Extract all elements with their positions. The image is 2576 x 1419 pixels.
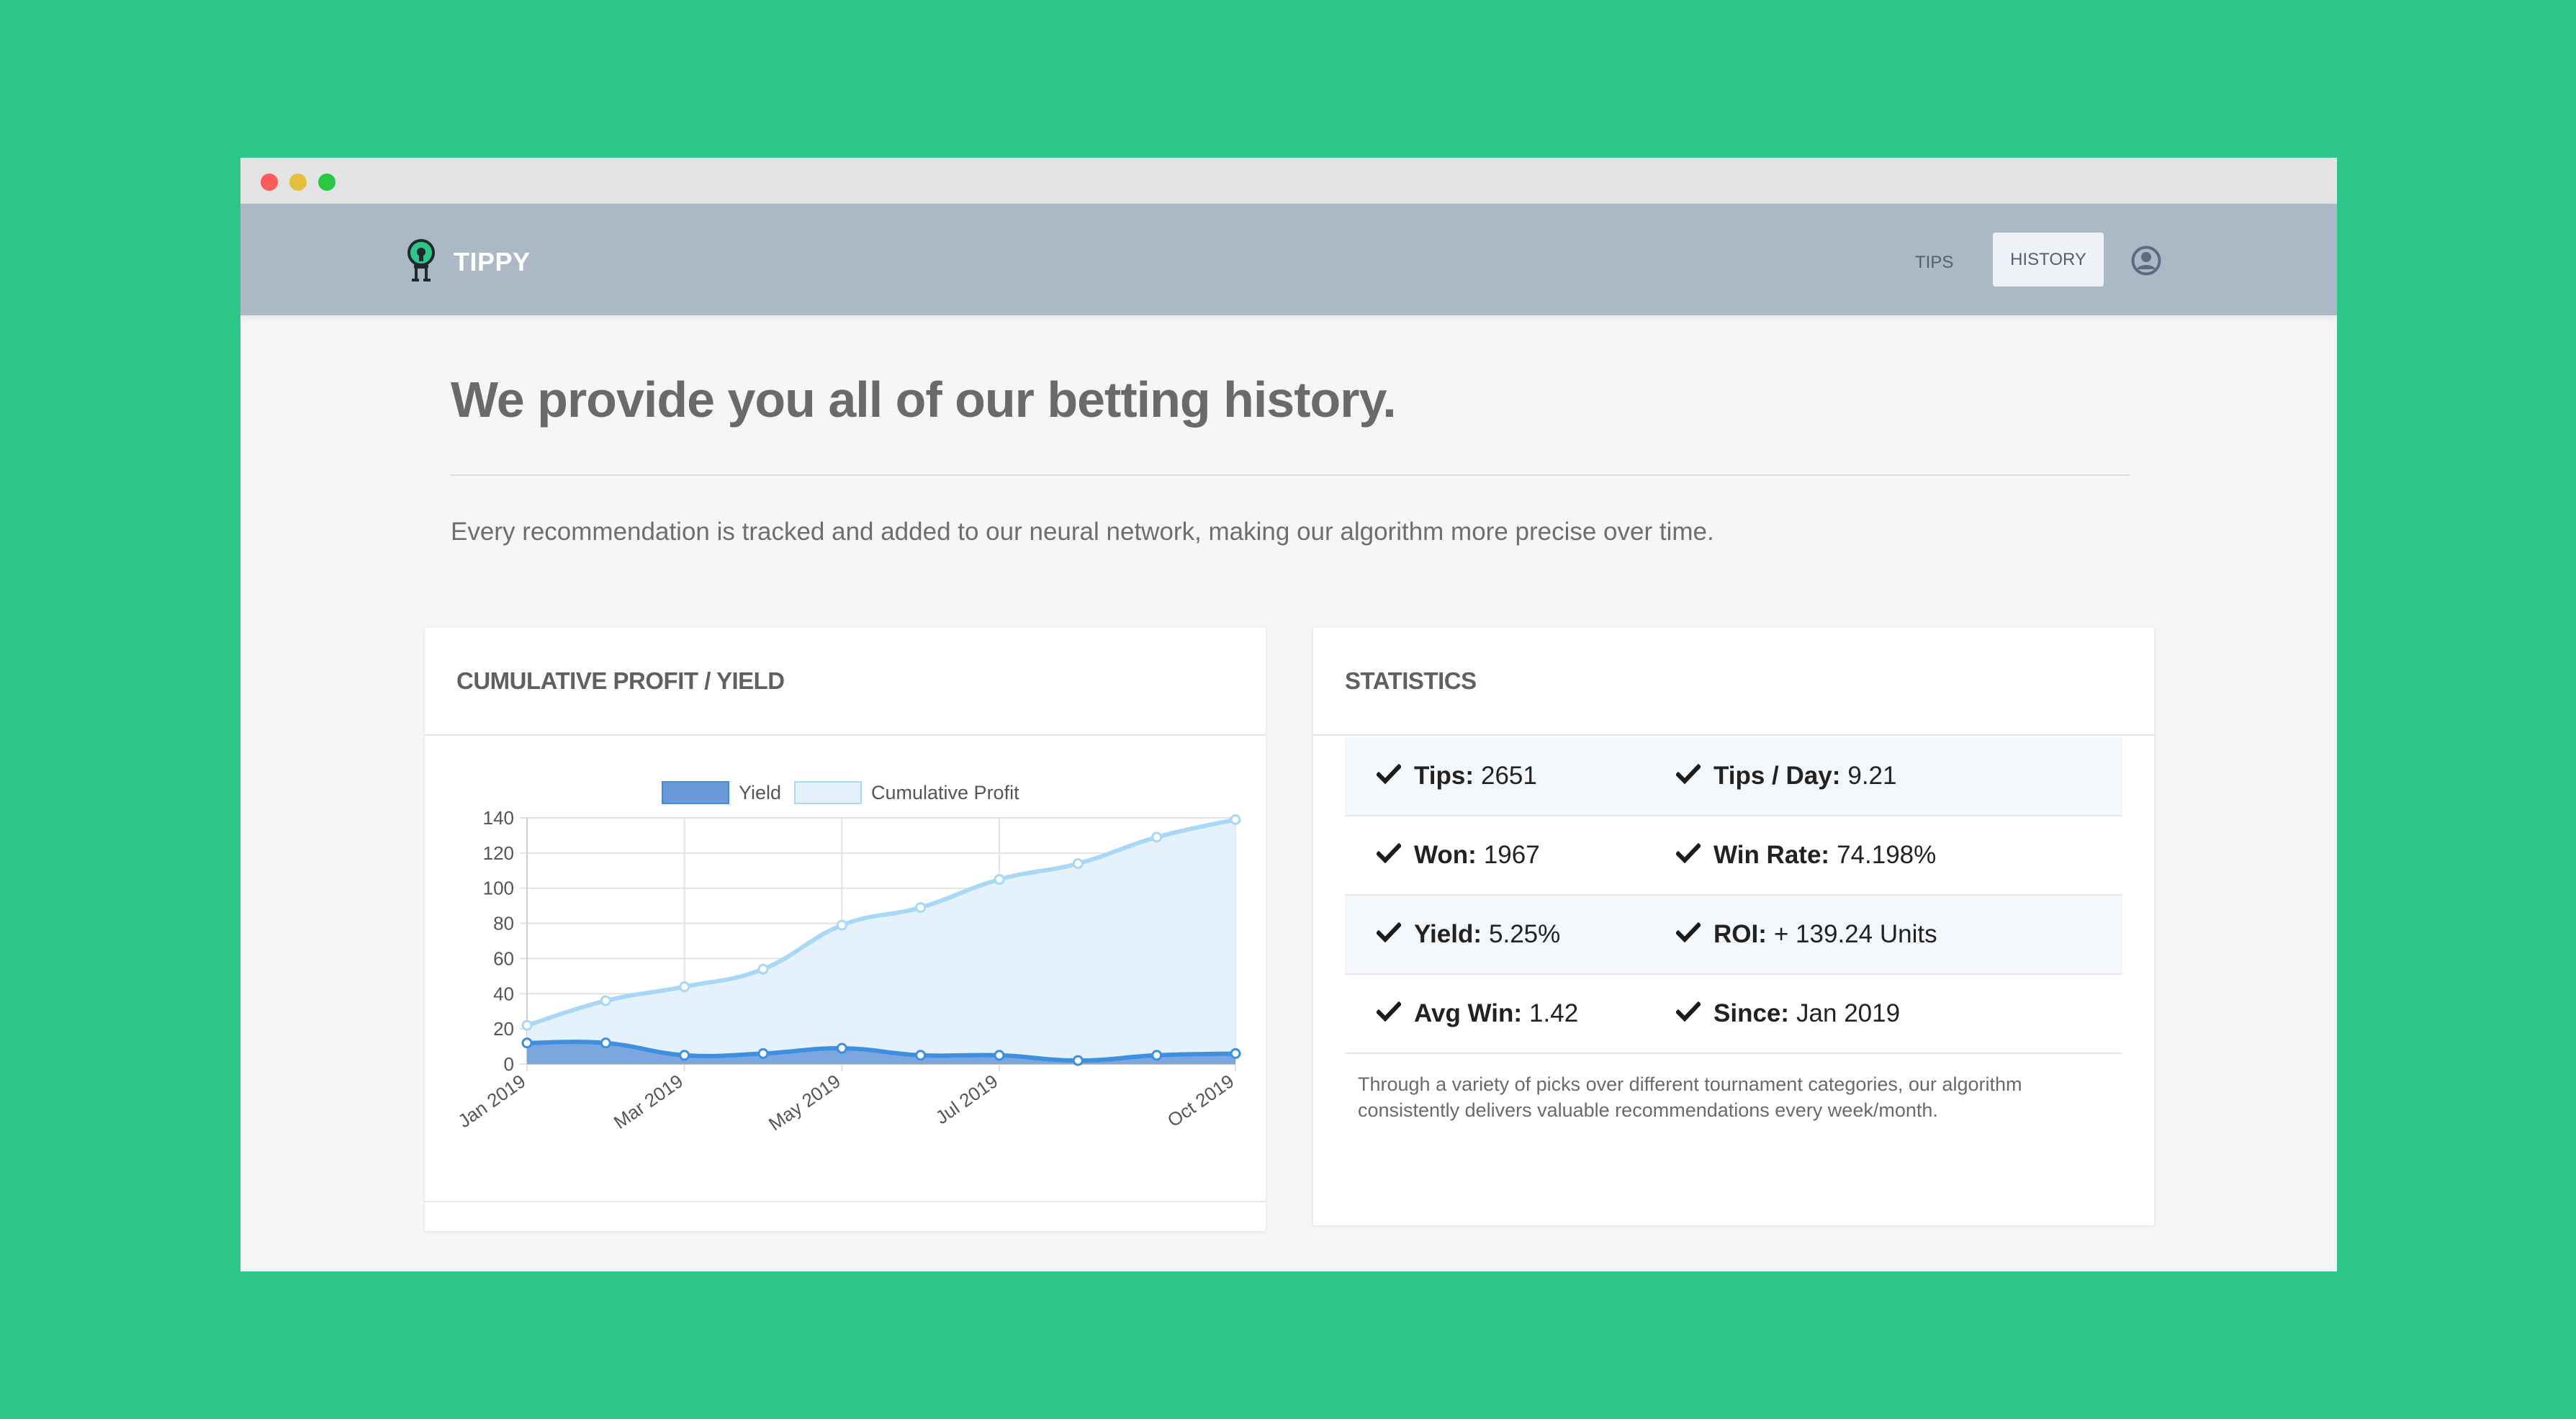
- data-point: [994, 874, 1005, 885]
- stat-value: Jan 2019: [1796, 999, 1901, 1027]
- x-tick-label: Mar 2019: [610, 1070, 687, 1133]
- stat-item: ROI: + 139.24 Units: [1675, 920, 2122, 949]
- statistics-card: STATISTICS Tips: 2651 Tips / Day: 9.21 Won: 1…: [1313, 628, 2154, 1225]
- nav-tips-link[interactable]: TIPS: [1915, 253, 1954, 272]
- stat-value: + 139.24 Units: [1773, 920, 1937, 948]
- page-title: We provide you all of our betting histor…: [451, 371, 1397, 428]
- data-point: [1072, 1055, 1084, 1066]
- stat-label: Yield:: [1414, 920, 1482, 948]
- brand-link[interactable]: TIPPY: [403, 237, 531, 287]
- check-icon: [1375, 920, 1414, 949]
- chart-card-title: CUMULATIVE PROFIT / YIELD: [425, 628, 1266, 736]
- stat-label: Tips:: [1414, 762, 1474, 790]
- legend-label-cumulative-profit: Cumulative Profit: [871, 782, 1019, 803]
- stat-row: Tips: 2651 Tips / Day: 9.21: [1345, 737, 2122, 816]
- data-point: [915, 1050, 927, 1061]
- x-tick-label: Jul 2019: [932, 1070, 1002, 1128]
- stat-value: 1967: [1483, 841, 1540, 869]
- series-line: [526, 1040, 1236, 1063]
- data-point: [836, 919, 847, 931]
- y-tick-label: 60: [493, 947, 514, 969]
- browser-window: TIPPY TIPS HISTORY We provide you all of…: [240, 158, 2337, 1271]
- legend-swatch-yield: [662, 781, 729, 804]
- stat-label: Tips / Day:: [1713, 762, 1841, 790]
- data-point: [1230, 1048, 1241, 1059]
- data-point: [1230, 814, 1241, 825]
- check-icon: [1675, 999, 1713, 1028]
- stat-label: Win Rate:: [1713, 841, 1830, 869]
- data-point: [679, 981, 690, 993]
- data-point: [679, 1050, 690, 1061]
- check-icon: [1375, 762, 1414, 790]
- stat-item: Tips: 2651: [1345, 762, 1676, 790]
- y-tick-label: 20: [493, 1018, 514, 1040]
- stat-item: Yield: 5.25%: [1345, 920, 1676, 949]
- stat-value: 1.42: [1529, 999, 1579, 1027]
- y-tick-label: 120: [483, 842, 514, 864]
- y-tick-label: 80: [493, 913, 514, 934]
- series-area: [527, 819, 1235, 1064]
- y-tick-label: 40: [493, 983, 514, 1004]
- y-tick-label: 140: [483, 807, 514, 829]
- check-icon: [1375, 999, 1414, 1028]
- x-tick-label: Jan 2019: [454, 1070, 530, 1132]
- data-point: [757, 1048, 769, 1059]
- window-titlebar: [240, 158, 2337, 204]
- stat-label: Won:: [1414, 841, 1477, 869]
- check-icon: [1675, 841, 1713, 870]
- profit-yield-chart: 0 20 40 60 80 100 120 140 Jan 2019 Mar 2019 May 20…: [454, 781, 1241, 1135]
- stat-value: 5.25%: [1489, 920, 1561, 948]
- profit-chart-card: CUMULATIVE PROFIT / YIELD 0 20 40 60 80 100 12…: [425, 628, 1266, 1231]
- stat-row: Yield: 5.25% ROI: + 139.24 Units: [1345, 896, 2122, 975]
- x-tick-label: May 2019: [765, 1070, 845, 1135]
- minimize-window-button[interactable]: [289, 174, 307, 191]
- stat-value: 2651: [1480, 762, 1537, 790]
- stat-row: Avg Win: 1.42 Since: Jan 2019: [1345, 975, 2122, 1054]
- stat-item: Tips / Day: 9.21: [1675, 762, 2122, 790]
- top-navbar: TIPPY TIPS HISTORY: [240, 204, 2337, 315]
- stat-label: Avg Win:: [1414, 999, 1523, 1027]
- check-icon: [1675, 762, 1713, 790]
- check-icon: [1375, 841, 1414, 870]
- series-line: [526, 817, 1236, 1028]
- legend-swatch-cumulative-profit: [794, 781, 862, 804]
- data-point: [1151, 832, 1163, 843]
- data-point: [521, 1019, 533, 1031]
- check-icon: [1675, 920, 1713, 949]
- x-tick-label: Oct 2019: [1163, 1070, 1238, 1131]
- stat-value: 9.21: [1847, 762, 1897, 790]
- robot-bulb-logo-icon: [403, 237, 439, 287]
- data-point: [521, 1037, 533, 1049]
- data-point: [1072, 858, 1084, 870]
- brand-name: TIPPY: [454, 246, 531, 276]
- data-point: [836, 1042, 847, 1054]
- stat-label: ROI:: [1713, 920, 1767, 948]
- data-point: [915, 902, 927, 914]
- data-point: [600, 1037, 611, 1049]
- y-tick-label: 100: [483, 878, 514, 899]
- nav-history-link[interactable]: HISTORY: [1993, 233, 2104, 287]
- maximize-window-button[interactable]: [318, 174, 335, 191]
- data-point: [994, 1050, 1005, 1061]
- legend-label-yield: Yield: [739, 782, 781, 803]
- close-window-button[interactable]: [261, 174, 278, 191]
- stat-item: Win Rate: 74.198%: [1675, 841, 2122, 870]
- title-divider: [451, 474, 2130, 476]
- user-circle-icon[interactable]: [2131, 245, 2161, 276]
- data-point: [1151, 1050, 1163, 1061]
- stat-value: 74.198%: [1837, 841, 1937, 869]
- data-point: [757, 963, 769, 975]
- stat-item: Avg Win: 1.42: [1345, 999, 1676, 1028]
- page-lead: Every recommendation is tracked and adde…: [451, 518, 1714, 546]
- stat-row: Won: 1967 Win Rate: 74.198%: [1345, 816, 2122, 896]
- y-tick-label: 0: [504, 1053, 514, 1075]
- stat-label: Since:: [1713, 999, 1790, 1027]
- stat-item: Since: Jan 2019: [1675, 999, 2122, 1028]
- statistics-note: Through a variety of picks over differen…: [1358, 1073, 2022, 1121]
- card-footer: [425, 1201, 1266, 1202]
- statistics-table: Tips: 2651 Tips / Day: 9.21 Won: 1967 Win Rate…: [1345, 737, 2122, 1054]
- data-point: [600, 995, 611, 1006]
- stat-item: Won: 1967: [1345, 841, 1676, 870]
- stats-card-title: STATISTICS: [1313, 628, 2154, 736]
